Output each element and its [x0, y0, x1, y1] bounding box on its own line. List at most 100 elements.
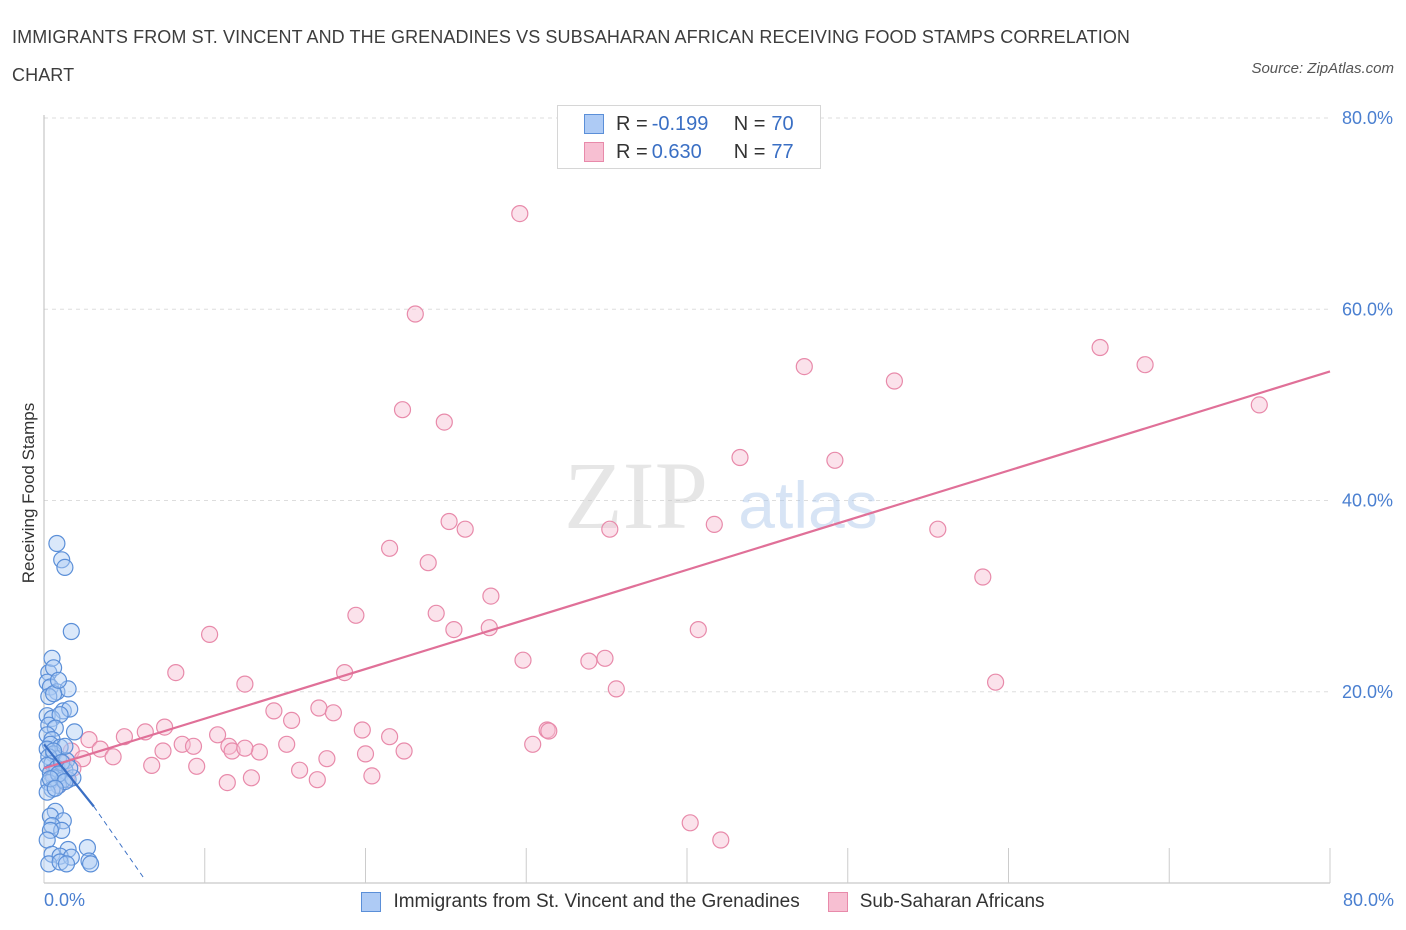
series-label-pink: Sub-Saharan Africans — [859, 891, 1045, 912]
pink-point-68 — [363, 767, 381, 785]
legend-pink-r-value: 0.630 — [651, 140, 702, 163]
pink-point-7 — [393, 401, 412, 419]
legend-pink-n-label: N = — [733, 140, 766, 163]
series-legend: Immigrants from St. Vincent and the Gren… — [0, 888, 1406, 916]
watermark-zip: ZIP — [564, 442, 708, 549]
y-tick-label-80: 80.0% — [1342, 108, 1393, 128]
pink-point-2 — [1091, 338, 1109, 357]
blue-trend-extension — [93, 806, 146, 881]
blue-point-13 — [51, 706, 69, 724]
pink-point-55 — [356, 745, 375, 763]
pink-point-74 — [712, 831, 730, 849]
pink-point-5 — [885, 372, 904, 390]
pink-point-1 — [406, 305, 424, 323]
pink-point-29 — [167, 663, 185, 682]
x-axis-min-label: 0.0% — [44, 890, 86, 910]
pink-point-76 — [188, 757, 206, 775]
blue-point-59 — [56, 558, 74, 577]
pink-point-15 — [929, 520, 947, 538]
legend-blue-n-value: 70 — [771, 112, 794, 135]
pink-point-0 — [511, 205, 529, 223]
legend-blue-n-label: N = — [733, 112, 766, 135]
legend-pink-r-label: R = — [616, 140, 648, 163]
gridlines: 20.0% 40.0% 60.0% 80.0% — [44, 108, 1393, 702]
y-tick-label-20: 20.0% — [1342, 682, 1393, 702]
y-tick-label-40: 40.0% — [1342, 491, 1393, 511]
pink-point-54 — [250, 743, 268, 761]
chart-title: IMMIGRANTS FROM ST. VINCENT AND THE GREN… — [12, 27, 1131, 85]
pink-point-17 — [419, 554, 437, 572]
pink-point-53 — [223, 742, 241, 760]
pink-point-35 — [310, 699, 328, 717]
pink-point-67 — [218, 773, 236, 792]
pink-point-10 — [826, 451, 844, 469]
pink-point-36 — [324, 704, 342, 722]
pink-point-22 — [445, 620, 463, 639]
pink-point-42 — [381, 728, 399, 746]
pink-point-11 — [440, 512, 458, 531]
pink-point-3 — [1136, 356, 1154, 374]
blue-point-48 — [78, 838, 97, 857]
blue-point-8 — [44, 685, 63, 703]
pink-point-18 — [974, 568, 992, 586]
pink-point-45 — [80, 730, 98, 749]
blue-trend-line — [43, 743, 95, 808]
pink-point-56 — [395, 742, 413, 760]
pink-point-24 — [689, 620, 707, 639]
blue-point-7 — [40, 687, 58, 706]
pink-point-33 — [986, 673, 1005, 691]
blue-series-points — [38, 534, 100, 873]
pink-point-31 — [236, 675, 254, 693]
legend-blue-r-label: R = — [616, 112, 648, 135]
pink-point-8 — [435, 413, 453, 431]
pink-point-47 — [184, 737, 203, 755]
blue-point-61 — [49, 671, 68, 689]
blue-point-45 — [41, 821, 60, 840]
legend-row-pink: R = 0.630 N = 77 — [584, 138, 794, 166]
pink-point-52 — [154, 742, 172, 760]
watermark: ZIP atlas — [564, 442, 878, 549]
pink-point-60 — [318, 750, 336, 768]
pink-point-16 — [381, 539, 399, 557]
pink-point-9 — [731, 448, 749, 467]
pink-trend-line — [43, 370, 1331, 770]
pink-point-71 — [524, 735, 542, 753]
blue-point-18 — [65, 723, 84, 741]
pink-point-19 — [482, 587, 500, 605]
blue-point-46 — [38, 831, 56, 849]
pink-point-13 — [601, 520, 619, 538]
pink-point-65 — [242, 769, 260, 787]
blue-point-55 — [57, 855, 76, 873]
pink-point-12 — [456, 520, 474, 538]
blue-point-54 — [51, 853, 69, 871]
legend-swatch-blue — [584, 114, 604, 134]
pink-point-25 — [201, 625, 219, 644]
pink-point-32 — [607, 680, 625, 698]
pink-point-66 — [308, 771, 326, 789]
pink-point-43 — [209, 726, 227, 744]
blue-point-57 — [48, 534, 66, 553]
blue-point-37 — [38, 783, 56, 801]
pink-point-14 — [705, 515, 723, 534]
pink-point-58 — [104, 748, 122, 766]
pink-point-40 — [353, 721, 371, 739]
pink-point-75 — [236, 739, 254, 757]
pink-point-21 — [347, 606, 365, 624]
blue-point-16 — [38, 726, 56, 744]
pink-point-44 — [115, 728, 134, 746]
series-legend-blue[interactable]: Immigrants from St. Vincent and the Gren… — [361, 891, 800, 913]
legend-row-blue: R = -0.199 N = 70 — [584, 110, 794, 138]
series-legend-pink[interactable]: Sub-Saharan Africans — [827, 891, 1045, 913]
source-credit: Source: ZipAtlas.com — [1251, 60, 1394, 77]
pink-point-72 — [540, 722, 558, 740]
pink-point-61 — [143, 756, 161, 775]
blue-point-69 — [46, 779, 64, 797]
pink-point-28 — [596, 649, 614, 667]
legend-blue-r-value: -0.199 — [651, 112, 709, 135]
pink-point-37 — [283, 711, 301, 730]
pink-point-20 — [427, 604, 445, 622]
pink-point-38 — [156, 718, 174, 736]
y-tick-label-60: 60.0% — [1342, 299, 1393, 319]
watermark-atlas: atlas — [738, 468, 877, 542]
blue-point-10 — [61, 700, 79, 718]
